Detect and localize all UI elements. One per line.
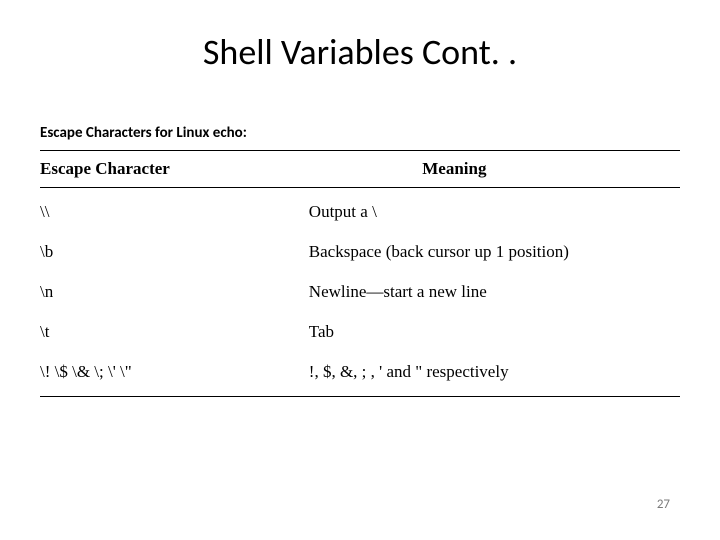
- escape-chars-table: Escape Character Meaning \\ Output a \ \…: [40, 150, 680, 397]
- page-title: Shell Variables Cont. .: [40, 30, 680, 74]
- table-bottom-border: [40, 396, 680, 397]
- cell-escape: \b: [40, 242, 309, 262]
- table-header-col1: Escape Character: [40, 159, 309, 179]
- table-row: \n Newline—start a new line: [40, 272, 680, 312]
- subtitle: Escape Characters for Linux echo:: [40, 124, 680, 142]
- table-row: \b Backspace (back cursor up 1 position): [40, 232, 680, 272]
- cell-meaning: Output a \: [309, 202, 680, 222]
- table-header-row: Escape Character Meaning: [40, 150, 680, 188]
- table-row: \! \$ \& \; \' \" !, $, &, ; , ' and " r…: [40, 352, 680, 392]
- cell-meaning: !, $, &, ; , ' and " respectively: [309, 362, 680, 382]
- cell-meaning: Backspace (back cursor up 1 position): [309, 242, 680, 262]
- cell-meaning: Newline—start a new line: [309, 282, 680, 302]
- cell-escape: \\: [40, 202, 309, 222]
- cell-escape: \n: [40, 282, 309, 302]
- cell-escape: \t: [40, 322, 309, 342]
- page-number: 27: [657, 497, 670, 512]
- table-header-col2: Meaning: [309, 159, 680, 179]
- slide-container: Shell Variables Cont. . Escape Character…: [0, 0, 720, 540]
- table-row: \\ Output a \: [40, 192, 680, 232]
- table-body: \\ Output a \ \b Backspace (back cursor …: [40, 188, 680, 392]
- cell-meaning: Tab: [309, 322, 680, 342]
- cell-escape: \! \$ \& \; \' \": [40, 362, 309, 382]
- table-row: \t Tab: [40, 312, 680, 352]
